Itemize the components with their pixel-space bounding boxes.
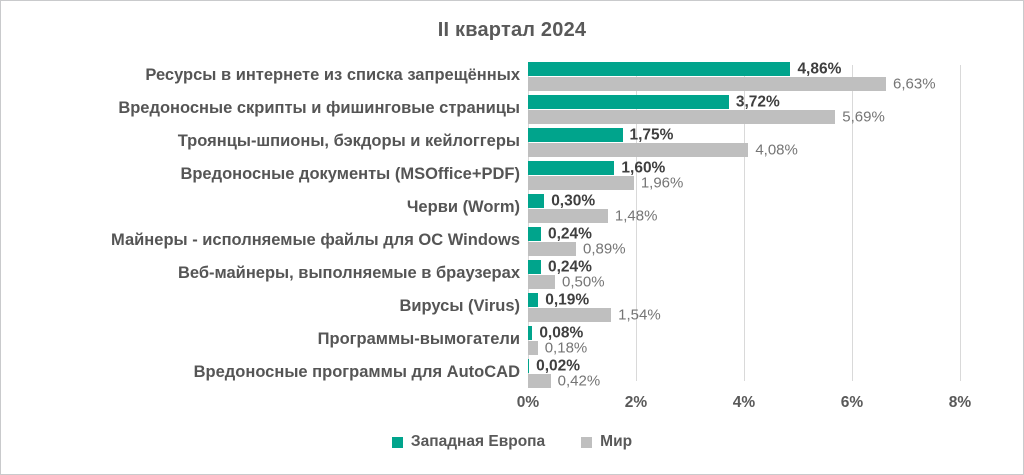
category-label: Вредоносные скрипты и фишинговые страниц… (118, 99, 520, 117)
legend-item-west-europe: Западная Европа (391, 433, 546, 451)
value-label-west-europe: 0,24% (547, 225, 592, 243)
legend: Западная Европа Мир (1, 433, 1023, 451)
legend-label: Мир (600, 433, 633, 450)
x-tick-label: 4% (732, 394, 756, 411)
category-label: Ресурсы в интернете из списка запрещённы… (145, 66, 520, 84)
x-tick-label: 8% (948, 394, 972, 411)
bar-world: 0,89% (528, 242, 626, 257)
bar-west-europe: 0,19% (528, 292, 589, 307)
gridlines (528, 65, 961, 381)
gridline (852, 65, 853, 381)
bar-group: 0,24% 0,89% (528, 224, 960, 257)
chart-row: Черви (Worm) 0,30% 1,48% (1, 191, 1023, 224)
bar-west-europe: 0,24% (528, 226, 592, 241)
x-tick-label: 6% (840, 394, 864, 411)
bar-group: 1,60% 1,96% (528, 158, 960, 191)
category-label: Программы-вымогатели (317, 330, 520, 348)
chart-row: Вредоносные программы для AutoCAD 0,02% 0,… (1, 356, 1023, 389)
category-label: Вредоносные документы (MSOffice+PDF) (180, 165, 520, 183)
bar-group: 0,24% 0,50% (528, 257, 960, 290)
chart-row: Троянцы-шпионы, бэкдоры и кейлоггеры 1,75… (1, 125, 1023, 158)
bar-group: 1,75% 4,08% (528, 125, 960, 158)
bar-west-europe: 1,60% (528, 160, 665, 175)
bar-world: 4,08% (528, 143, 798, 158)
category-label: Вирусы (Virus) (399, 297, 521, 315)
gridline (528, 65, 529, 381)
chart-row: Программы-вымогатели 0,08% 0,18% (1, 323, 1023, 356)
category-label: Веб-майнеры, выполняемые в браузерах (177, 264, 520, 282)
gridline (744, 65, 745, 381)
bar-group: 0,02% 0,42% (528, 356, 960, 389)
value-label-west-europe: 4,86% (797, 60, 842, 78)
value-label-west-europe: 0,30% (551, 192, 596, 210)
chart-row: Веб-майнеры, выполняемые в браузерах 0,24… (1, 257, 1023, 290)
bar-west-europe: 0,30% (528, 193, 595, 208)
chart-rows: Ресурсы в интернете из списка запрещённы… (1, 59, 1023, 389)
category-label: Троянцы-шпионы, бэкдоры и кейлоггеры (177, 132, 520, 150)
value-label-world: 0,42% (557, 372, 601, 390)
x-tick-label: 0% (516, 394, 540, 411)
value-label-west-europe: 0,02% (536, 357, 581, 375)
value-label-west-europe: 1,75% (629, 126, 674, 144)
x-axis: 0% 2% 4% 6% 8% (517, 394, 971, 415)
bar-west-europe: 0,02% (528, 358, 580, 373)
value-label-west-europe: 0,19% (545, 291, 590, 309)
bar-group: 0,30% 1,48% (528, 191, 960, 224)
value-label-world: 6,63% (893, 75, 936, 93)
chart-title: II квартал 2024 (437, 19, 587, 41)
bar-world: 1,48% (528, 209, 657, 224)
bar-world: 0,18% (528, 341, 587, 356)
legend-label: Западная Европа (410, 433, 546, 450)
chart-row: Ресурсы в интернете из списка запрещённы… (1, 59, 1023, 92)
value-label-world: 5,69% (842, 108, 885, 126)
gridline (636, 65, 637, 381)
value-label-world: 4,08% (755, 141, 798, 159)
category-label: Вредоносные программы для AutoCAD (193, 363, 520, 381)
legend-swatch-icon (391, 436, 403, 448)
value-label-west-europe: 1,60% (621, 159, 666, 177)
value-label-west-europe: 0,24% (547, 258, 592, 276)
category-label: Майнеры - исполняемые файлы для ОС Windo… (111, 231, 520, 249)
bar-world: 5,69% (528, 110, 885, 125)
value-label-world: 1,48% (614, 207, 658, 225)
value-label-west-europe: 3,72% (735, 93, 780, 111)
x-tick-label: 2% (624, 394, 648, 411)
bar-world: 0,50% (528, 275, 605, 290)
chart-row: Вирусы (Virus) 0,19% 1,54% (1, 290, 1023, 323)
gridline (960, 65, 961, 381)
chart-row: Вредоносные скрипты и фишинговые страниц… (1, 92, 1023, 125)
bar-west-europe: 0,08% (528, 325, 583, 340)
bar-west-europe: 4,86% (528, 61, 841, 76)
bar-group: 4,86% 6,63% (528, 59, 960, 92)
chart-row: Майнеры - исполняемые файлы для ОС Windo… (1, 224, 1023, 257)
bar-group: 3,72% 5,69% (528, 92, 960, 125)
value-label-world: 0,89% (583, 240, 626, 258)
plot-area: Ресурсы в интернете из списка запрещённы… (1, 59, 1023, 389)
bar-west-europe: 0,24% (528, 259, 592, 274)
value-label-world: 1,54% (618, 306, 661, 324)
bar-group: 0,19% 1,54% (528, 290, 960, 323)
bar-west-europe: 1,75% (528, 127, 673, 142)
legend-item-world: Мир (581, 433, 632, 451)
value-label-world: 0,18% (544, 339, 588, 357)
bar-world: 1,54% (528, 308, 661, 323)
value-label-world: 1,96% (640, 174, 684, 192)
category-label: Черви (Worm) (406, 198, 520, 216)
bar-world: 1,96% (528, 176, 683, 191)
legend-swatch-icon (581, 436, 593, 448)
chart-row: Вредоносные документы (MSOffice+PDF) 1,60… (1, 158, 1023, 191)
value-label-world: 0,50% (562, 273, 605, 291)
bar-group: 0,08% 0,18% (528, 323, 960, 356)
value-label-west-europe: 0,08% (539, 324, 584, 342)
bar-world: 6,63% (528, 77, 936, 92)
bar-world: 0,42% (528, 374, 600, 389)
bar-west-europe: 3,72% (528, 94, 780, 109)
